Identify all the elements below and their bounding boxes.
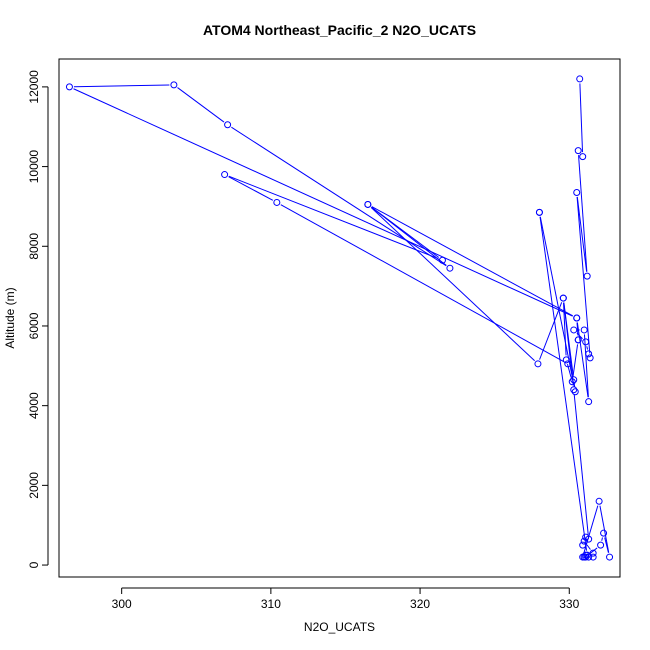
data-point [65, 83, 73, 91]
series-line-segment [228, 175, 439, 260]
data-point [573, 314, 581, 322]
y-tick-label: 0 [27, 561, 41, 568]
data-point [570, 376, 578, 384]
series-line-segment [572, 344, 579, 378]
data-point [580, 326, 588, 334]
data-point [564, 360, 572, 368]
data-point [585, 535, 593, 543]
data-point [224, 121, 232, 129]
data-point [438, 256, 446, 264]
data-point [574, 336, 582, 344]
series-line-segment [370, 207, 535, 362]
data-point [582, 338, 590, 346]
data-point [568, 378, 576, 386]
series-line-segment [604, 537, 609, 553]
series-line-segment [177, 87, 225, 123]
series-line-segment [583, 505, 599, 553]
data-point [589, 549, 597, 557]
series-line-segment [586, 544, 591, 550]
data-point [585, 398, 593, 406]
data-point [364, 200, 372, 208]
data-point [579, 153, 587, 161]
data-point [221, 171, 229, 179]
chart-title: ATOM4 Northeast_Pacific_2 N2O_UCATS [203, 22, 476, 38]
data-point [580, 537, 588, 545]
data-point [571, 388, 579, 396]
series-line-segment [586, 346, 589, 350]
series-line-segment [576, 322, 579, 336]
data-point [589, 553, 597, 561]
y-tick-label: 12000 [27, 70, 41, 104]
data-point [573, 188, 581, 196]
data-point [583, 272, 591, 280]
data-point [586, 354, 594, 362]
series-line-segment [601, 537, 603, 541]
x-tick-label: 330 [559, 597, 579, 611]
y-tick-label: 6000 [27, 312, 41, 339]
series-line-segment [563, 302, 574, 386]
y-tick-label: 4000 [27, 392, 41, 419]
y-axis: 0 2000 4000 6000 8000 10000 12000 [27, 70, 49, 568]
data-point [579, 541, 587, 549]
plot-frame [58, 58, 621, 578]
x-axis-label: N2O_UCATS [304, 620, 375, 634]
data-point [576, 75, 584, 83]
data-point [535, 208, 543, 216]
x-axis: 300 310 320 330 [112, 587, 580, 611]
series-line-segment [576, 322, 589, 398]
x-tick-label: 320 [410, 597, 430, 611]
data-point [582, 553, 590, 561]
series-line-segment [73, 84, 170, 88]
series-line-segment [576, 196, 588, 272]
data-point [600, 529, 608, 537]
data-point [570, 386, 578, 394]
data-point [534, 360, 542, 368]
series-line-segment [578, 155, 588, 272]
y-axis-label: Altitude (m) [3, 287, 17, 348]
data-point [170, 81, 178, 89]
y-tick-label: 8000 [27, 233, 41, 260]
x-tick-label: 300 [112, 597, 132, 611]
series-line-segment [579, 83, 584, 153]
series-line-segment [280, 204, 565, 363]
data-point [574, 147, 582, 155]
y-tick-label: 2000 [27, 472, 41, 499]
data-point [559, 294, 567, 302]
data-point [579, 553, 587, 561]
data-point [606, 553, 614, 561]
series-line-segment [573, 394, 589, 535]
series-line-segment [371, 206, 440, 258]
data-point [597, 541, 605, 549]
y-tick-label: 10000 [27, 150, 41, 184]
series-line-segment [371, 206, 574, 317]
data-point [585, 350, 593, 358]
data-point [570, 326, 578, 334]
series-line-segment [539, 216, 588, 551]
series-line-segment [576, 196, 591, 354]
x-tick-label: 310 [261, 597, 281, 611]
series-line-segment [73, 88, 573, 317]
series-line-segment [228, 176, 274, 201]
series-layer [65, 75, 614, 561]
data-point [562, 356, 570, 364]
data-point [273, 198, 281, 206]
data-point [595, 497, 603, 505]
data-point [446, 264, 454, 272]
series-line-segment [599, 505, 610, 553]
